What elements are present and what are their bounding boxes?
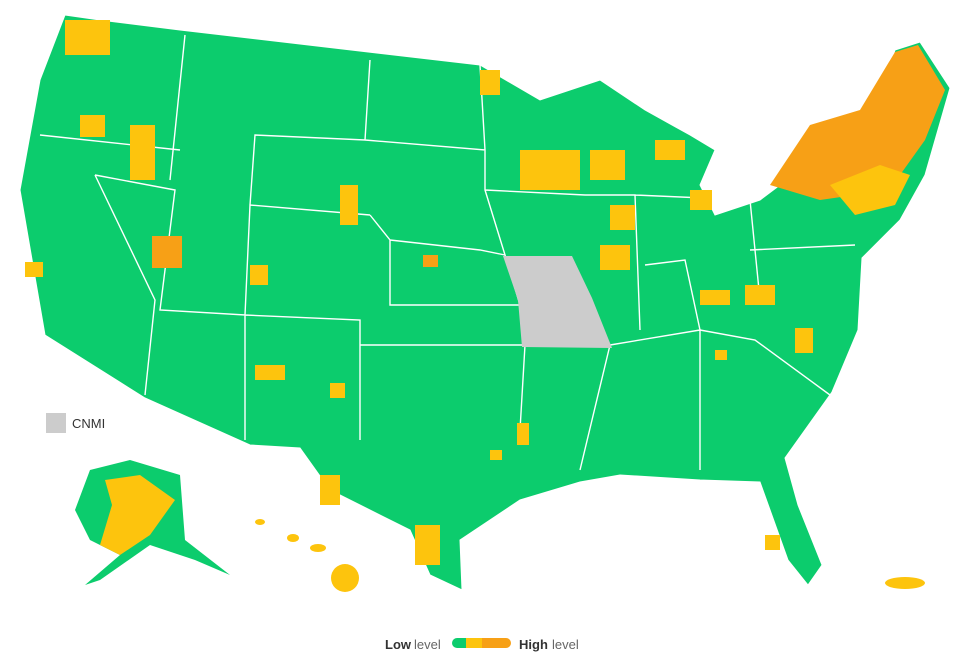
cnmi-swatch	[46, 413, 66, 433]
legend-swatch	[482, 638, 492, 648]
legend: Low level High level	[385, 637, 579, 652]
legend-low: Low	[385, 637, 412, 652]
high-patch	[423, 255, 438, 267]
puerto-rico	[885, 577, 925, 589]
legend-high-suffix: level	[552, 637, 579, 652]
cnmi-label: CNMI	[72, 416, 105, 431]
legend-swatch	[486, 638, 511, 648]
high-patch	[152, 236, 182, 268]
no-data-region	[503, 256, 612, 348]
legend-high: High	[519, 637, 548, 652]
mid-region	[830, 165, 910, 215]
high-region	[770, 45, 945, 200]
alaska-mid	[100, 475, 175, 555]
legend-low-suffix: level	[414, 637, 441, 652]
mid-patches	[25, 20, 813, 565]
legend-swatch	[466, 638, 486, 648]
mainland	[19, 14, 951, 591]
hawaii	[255, 519, 359, 592]
